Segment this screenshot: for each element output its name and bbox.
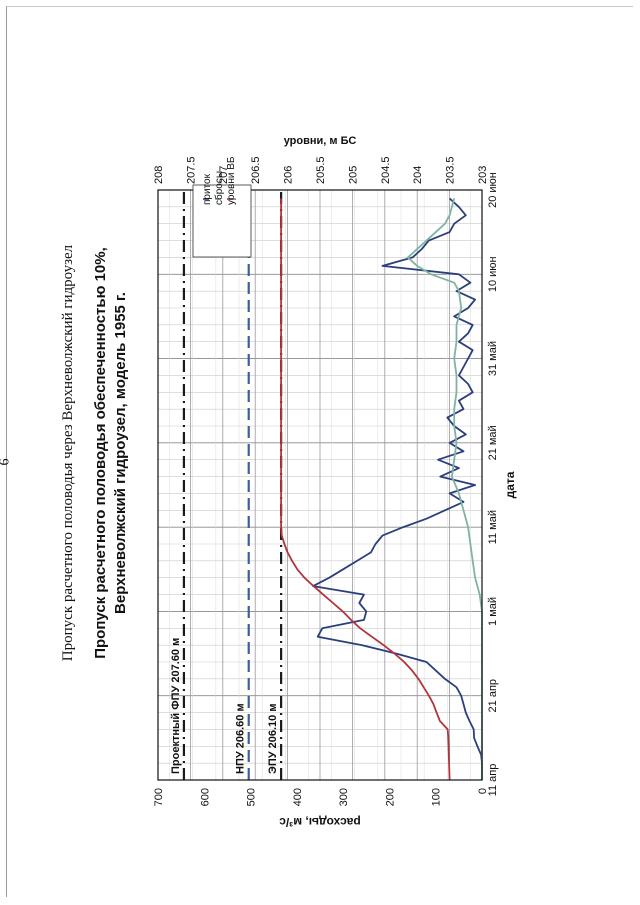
series-line (312, 197, 483, 780)
y2-tick-label: 204 (412, 166, 424, 184)
x-tick-label: 10 июн (487, 256, 499, 292)
y2-tick-label: 205 (347, 166, 359, 184)
x-tick-label: 21 май (487, 425, 499, 460)
reference-line-label: НПУ 206.60 м (235, 703, 247, 774)
y2-tick-label: 206.5 (250, 156, 262, 184)
reference-lines: Проектный ФПУ 207.60 м НПУ 206.60 м ЭПУ 20… (170, 190, 283, 780)
y2-tick-label: 204.5 (380, 156, 392, 184)
y2-tick-label: 207 (218, 166, 230, 184)
plot-border (157, 189, 483, 781)
page-frame (6, 6, 633, 897)
y2-tick-label: 207.5 (185, 156, 197, 184)
y-tick-label: 600 (199, 788, 211, 806)
reference-line-label: Проектный ФПУ 207.60 м (170, 638, 182, 774)
x-tick-label: 11 май (487, 510, 499, 544)
x-axis-label: дата (503, 471, 517, 498)
x-tick-label: 21 апр (487, 679, 499, 712)
grid-lines (157, 189, 483, 781)
y2-tick-label: 208 (153, 166, 165, 184)
y2-tick-label: 206 (283, 166, 295, 184)
y-tick-label: 300 (338, 788, 350, 806)
y-axis-label: расходы, м³/с (279, 815, 361, 829)
x-tick-label: 20 июн (487, 172, 499, 208)
y2-axis-label: уровни, м БС (284, 135, 357, 147)
legend-label-level: уровни ВБ (226, 156, 237, 205)
x-tick-label: 1 май (487, 597, 499, 626)
legend-box (192, 184, 252, 258)
page-header: Пропуск расчетного половодья через Верхн… (60, 244, 76, 661)
chart-subtitle: Верхневолжский гидроузел, модель 1955 г. (112, 292, 129, 614)
y-tick-label: 700 (153, 788, 165, 806)
x-tick-label: 11 апр (487, 764, 499, 797)
series-lines (280, 197, 483, 781)
chart-rotated-group: Пропуск расчетного половодья через Верхн… (60, 135, 517, 829)
tick-labels: 11 апр 21 апр 1 май 11 май 21 май 31 май 10 ию… (153, 156, 499, 806)
series-line (406, 198, 483, 780)
y2-tick-label: 203 (477, 166, 489, 184)
series-line (280, 198, 451, 781)
y-tick-label: 400 (292, 788, 304, 806)
y-tick-label: 100 (431, 788, 443, 806)
legend: приток сбросы уровни ВБ (192, 156, 252, 258)
y-tick-label: 200 (384, 788, 396, 806)
x-tick-label: 31 май (487, 341, 499, 376)
legend-label-inflow: приток (202, 173, 213, 205)
reference-line-label: ЭПУ 206.10 м (267, 704, 279, 774)
chart-title: Пропуск расчетного половодья обеспеченно… (92, 247, 109, 659)
legend-label-outflow: сбросы (213, 171, 225, 205)
y2-tick-label: 203.5 (445, 156, 457, 184)
y2-tick-label: 205.5 (315, 156, 327, 184)
y-tick-label: 500 (246, 788, 258, 806)
y-tick-label: 0 (477, 788, 489, 794)
